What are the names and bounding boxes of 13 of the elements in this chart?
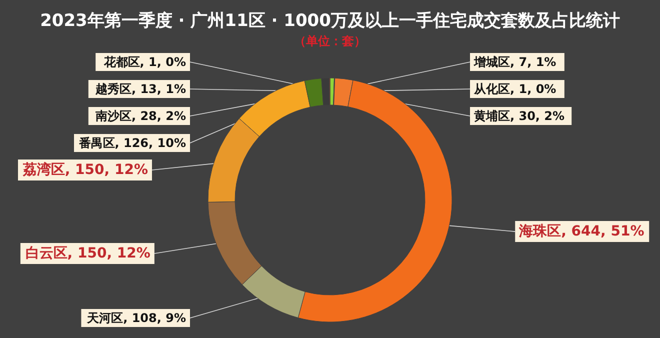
slice-label: 越秀区, 13, 1% — [94, 82, 186, 96]
chart-title: 2023年第一季度 · 广州11区 · 1000万及以上一手住宅成交套数及占比统计 — [40, 11, 620, 31]
slice-label: 荔湾区, 150, 12% — [22, 161, 148, 178]
slice-label: 白云区, 150, 12% — [25, 245, 150, 262]
slice-label: 从化区, 1, 0% — [473, 82, 556, 96]
slice-label: 番禺区, 126, 10% — [78, 136, 186, 150]
slice-label: 黄埔区, 30, 2% — [473, 109, 565, 123]
slice-label: 天河区, 108, 9% — [86, 311, 186, 325]
slice-label: 南沙区, 28, 2% — [94, 109, 186, 123]
slice-label: 花都区, 1, 0% — [102, 55, 186, 69]
slice-label: 海珠区, 644, 51% — [518, 224, 644, 240]
chart-subtitle: （单位：套） — [294, 34, 366, 48]
slice-label: 增城区, 7, 1% — [473, 55, 556, 69]
